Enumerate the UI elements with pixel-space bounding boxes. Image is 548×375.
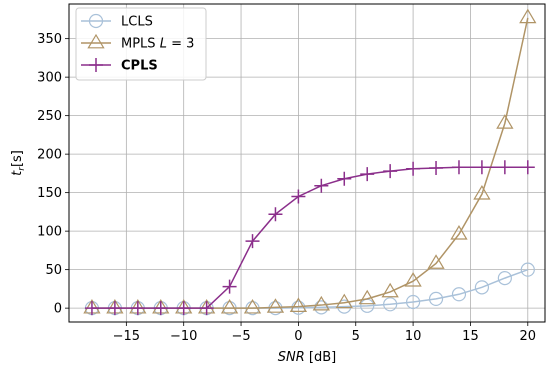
data-point-cpls bbox=[199, 301, 214, 316]
legend-label-mpls-prefix: MPLS bbox=[121, 37, 160, 52]
x-tick-label: 5 bbox=[352, 329, 360, 344]
legend-marker-lcls bbox=[88, 13, 104, 29]
data-point-lcls bbox=[428, 291, 444, 307]
data-point-mpls bbox=[496, 114, 514, 129]
legend-label-lcls: LCLS bbox=[121, 15, 153, 30]
plot-frame bbox=[68, 3, 546, 323]
data-point-cpls bbox=[153, 301, 168, 316]
data-point-cpls bbox=[107, 301, 122, 316]
data-point-cpls bbox=[176, 301, 191, 316]
y-axis-label-sub: r bbox=[17, 166, 27, 171]
data-point-cpls bbox=[497, 160, 512, 175]
data-point-cpls bbox=[130, 301, 145, 316]
data-point-cpls bbox=[337, 171, 352, 186]
data-point-lcls bbox=[383, 297, 398, 312]
data-point-cpls bbox=[84, 301, 99, 316]
legend-sample-cpls bbox=[81, 58, 111, 72]
data-point-cpls bbox=[245, 234, 260, 249]
legend-label-mpls: MPLS L = 3 bbox=[121, 37, 194, 52]
data-point-mpls bbox=[358, 289, 376, 305]
data-point-lcls bbox=[474, 280, 490, 295]
x-tick-label: 10 bbox=[405, 329, 422, 344]
data-point-mpls bbox=[220, 298, 239, 314]
data-point-lcls bbox=[405, 294, 421, 310]
legend-marker-mpls bbox=[87, 33, 105, 49]
data-point-mpls bbox=[427, 254, 445, 269]
x-tick-label: −5 bbox=[231, 329, 250, 344]
series-lcls bbox=[84, 262, 535, 316]
data-point-mpls bbox=[404, 272, 422, 287]
data-point-mpls bbox=[381, 282, 399, 298]
y-axis-label-unit: [s] bbox=[10, 150, 25, 167]
data-point-mpls bbox=[243, 298, 262, 314]
legend-item-mpls: MPLS L = 3 bbox=[81, 33, 194, 52]
y-axis-label: tr[s] bbox=[10, 150, 27, 176]
legend-label-mpls-italic: L bbox=[160, 37, 167, 52]
data-point-cpls bbox=[222, 279, 237, 294]
data-point-mpls bbox=[312, 295, 330, 311]
data-point-lcls bbox=[291, 300, 306, 315]
data-point-lcls bbox=[497, 271, 512, 286]
y-tick-label: 300 bbox=[37, 71, 62, 86]
legend-label-mpls-suffix: = 3 bbox=[167, 37, 194, 52]
series-layer bbox=[83, 8, 537, 316]
data-point-cpls bbox=[268, 207, 283, 222]
series-cpls bbox=[84, 160, 535, 316]
legend-item-lcls: LCLS bbox=[81, 13, 153, 30]
data-point-cpls bbox=[520, 160, 535, 175]
y-tick-label: 350 bbox=[37, 32, 62, 47]
legend: LCLS MPLS L = 3 CPLS bbox=[75, 7, 207, 81]
x-axis-label-italic: SNR bbox=[278, 350, 305, 365]
legend-marker-cpls bbox=[89, 58, 103, 72]
data-point-lcls bbox=[520, 262, 535, 277]
data-point-cpls bbox=[451, 160, 466, 175]
legend-sample-lcls bbox=[81, 13, 111, 29]
data-point-mpls bbox=[450, 225, 468, 240]
x-tick-label: −10 bbox=[170, 329, 197, 344]
data-point-mpls bbox=[473, 185, 491, 200]
y-tick-label: 200 bbox=[37, 148, 62, 163]
data-point-mpls bbox=[335, 293, 353, 309]
data-point-cpls bbox=[429, 161, 444, 176]
data-point-mpls bbox=[289, 297, 308, 313]
legend-item-cpls: CPLS bbox=[81, 58, 158, 74]
y-tick-label: 100 bbox=[37, 225, 62, 240]
data-point-cpls bbox=[383, 164, 398, 179]
x-tick-label: 20 bbox=[520, 329, 537, 344]
x-tick-label: −15 bbox=[113, 329, 140, 344]
legend-sample-mpls bbox=[81, 33, 111, 49]
data-point-mpls bbox=[266, 298, 285, 313]
data-point-cpls bbox=[314, 178, 329, 193]
data-point-mpls bbox=[519, 8, 537, 24]
data-point-cpls bbox=[291, 189, 306, 204]
data-point-lcls bbox=[451, 287, 467, 302]
data-point-cpls bbox=[360, 167, 375, 182]
y-tick-label: 0 bbox=[54, 302, 62, 317]
series-line-cpls bbox=[91, 166, 528, 309]
legend-label-cpls: CPLS bbox=[121, 59, 158, 74]
x-axis-label-unit: [dB] bbox=[305, 350, 336, 365]
x-tick-label: 0 bbox=[294, 329, 302, 344]
y-tick-label: 250 bbox=[37, 109, 62, 124]
x-axis-label: SNR [dB] bbox=[278, 350, 336, 365]
data-point-cpls bbox=[474, 160, 489, 175]
y-tick-label: 50 bbox=[45, 263, 62, 278]
x-tick-label: 15 bbox=[462, 329, 479, 344]
legend-box bbox=[75, 7, 207, 81]
y-tick-label: 150 bbox=[37, 186, 62, 201]
y-axis-label-main: t bbox=[10, 170, 25, 176]
data-point-cpls bbox=[406, 161, 421, 176]
